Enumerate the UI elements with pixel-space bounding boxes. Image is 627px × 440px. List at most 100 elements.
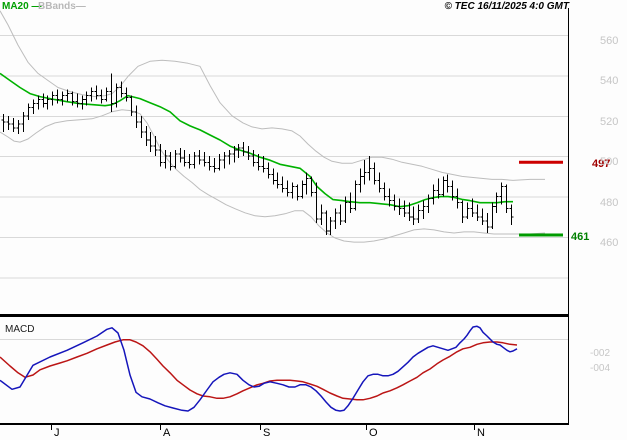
panel-separator bbox=[0, 314, 568, 317]
time-axis-line bbox=[0, 423, 569, 425]
ohlc-bar bbox=[251, 150, 256, 167]
ohlc-bar bbox=[94, 85, 99, 100]
ohlc-bar bbox=[377, 172, 382, 193]
ohlc-bar bbox=[153, 136, 158, 157]
bbands-label: BBands bbox=[38, 1, 76, 12]
month-label: A bbox=[163, 427, 171, 439]
ohlc-bar bbox=[333, 208, 338, 229]
ma20-line-swatch: — bbox=[31, 1, 41, 12]
ohlc-bar bbox=[114, 83, 119, 108]
ohlc-bar bbox=[173, 150, 178, 169]
legend-bbands: BBands— bbox=[38, 1, 86, 12]
bollinger-upper-band bbox=[0, 10, 545, 181]
ohlc-bar bbox=[460, 200, 465, 223]
month-label: S bbox=[263, 427, 271, 439]
ohlc-bar bbox=[261, 156, 266, 173]
ohlc-bar bbox=[129, 95, 134, 116]
resistance-level-line bbox=[519, 160, 563, 164]
ohlc-bar bbox=[416, 204, 421, 223]
copyright-timestamp: © TEC 16/11/2025 4:0 GMT bbox=[444, 1, 569, 12]
price-tick-label: 560 bbox=[600, 35, 619, 47]
ohlc-bar bbox=[212, 158, 217, 173]
ohlc-bar bbox=[217, 154, 222, 171]
ohlc-bar bbox=[139, 115, 144, 138]
ohlc-bar bbox=[450, 180, 455, 201]
ohlc-bar bbox=[455, 188, 460, 209]
ohlc-bar bbox=[266, 162, 271, 179]
ohlc-bar bbox=[1, 113, 6, 132]
ohlc-bar bbox=[36, 95, 41, 110]
ohlc-bar bbox=[187, 154, 192, 169]
bbands-line-swatch: — bbox=[75, 1, 86, 12]
ohlc-bar bbox=[300, 180, 305, 199]
ohlc-bar bbox=[392, 194, 397, 211]
ohlc-bar bbox=[55, 89, 60, 104]
ohlc-bar bbox=[11, 117, 16, 132]
ohlc-bar bbox=[163, 150, 168, 169]
ohlc-bar bbox=[148, 132, 153, 153]
resistance-level-label: 497 bbox=[592, 158, 611, 170]
ohlc-bar bbox=[436, 178, 441, 199]
month-label: N bbox=[477, 427, 485, 439]
ohlc-bar bbox=[426, 194, 431, 213]
ohlc-bar bbox=[431, 184, 436, 205]
ohlc-bar bbox=[280, 176, 285, 193]
price-tick-label: 540 bbox=[600, 75, 619, 88]
support-level-line bbox=[519, 233, 563, 237]
ohlc-bar bbox=[290, 182, 295, 199]
ohlc-bar bbox=[192, 152, 197, 169]
ohlc-bar bbox=[338, 204, 343, 225]
ohlc-bar bbox=[372, 162, 377, 185]
ohlc-bar bbox=[445, 174, 450, 193]
ohlc-bar bbox=[271, 168, 276, 185]
ohlc-bar bbox=[324, 210, 329, 235]
ohlc-bar bbox=[295, 184, 300, 201]
ohlc-bar bbox=[99, 89, 104, 104]
ohlc-bar bbox=[134, 105, 139, 128]
ohlc-bar bbox=[362, 160, 367, 185]
ohlc-bar bbox=[275, 172, 280, 189]
ohlc-bar bbox=[407, 202, 412, 221]
macd-tick-label: -002 bbox=[590, 348, 611, 359]
macd-signal-line bbox=[0, 339, 518, 401]
ohlc-bar bbox=[367, 156, 372, 181]
ohlc-bar bbox=[509, 204, 514, 225]
ohlc-bar bbox=[202, 152, 207, 167]
ma20-line bbox=[0, 72, 513, 208]
ohlc-bar bbox=[80, 95, 85, 110]
ohlc-bar bbox=[109, 73, 114, 112]
price-tick-label: 500 bbox=[600, 156, 619, 169]
ohlc-bar bbox=[182, 150, 187, 167]
ohlc-bar bbox=[232, 146, 237, 163]
ohlc-bar bbox=[485, 212, 490, 233]
ohlc-bar bbox=[104, 87, 109, 102]
ohlc-bar bbox=[41, 93, 46, 108]
macd-panel-label: MACD bbox=[5, 324, 35, 335]
ohlc-bar bbox=[65, 89, 70, 102]
ohlc-bar bbox=[358, 168, 363, 193]
ohlc-bar bbox=[499, 182, 504, 205]
ohlc-bar bbox=[470, 198, 475, 217]
ohlc-bar bbox=[119, 81, 124, 98]
ohlc-bar bbox=[45, 95, 50, 110]
ohlc-bar bbox=[304, 172, 309, 195]
ohlc-bar bbox=[227, 150, 232, 165]
ohlc-bar bbox=[348, 192, 353, 213]
ohlc-bar bbox=[285, 180, 290, 197]
ohlc-bar bbox=[168, 152, 173, 171]
ohlc-bar bbox=[421, 200, 426, 219]
ohlc-bar bbox=[207, 156, 212, 171]
legend-ma20: MA20 — bbox=[2, 1, 41, 12]
ohlc-bar bbox=[197, 150, 202, 165]
ohlc-bar bbox=[31, 99, 36, 114]
ohlc-bar bbox=[256, 154, 261, 171]
ohlc-bar bbox=[494, 192, 499, 213]
ohlc-bar bbox=[353, 180, 358, 211]
ohlc-bar bbox=[397, 198, 402, 215]
ohlc-bar bbox=[328, 216, 333, 235]
ohlc-bar bbox=[402, 200, 407, 217]
price-tick-label: 480 bbox=[600, 196, 619, 209]
ohlc-bar bbox=[144, 125, 149, 147]
